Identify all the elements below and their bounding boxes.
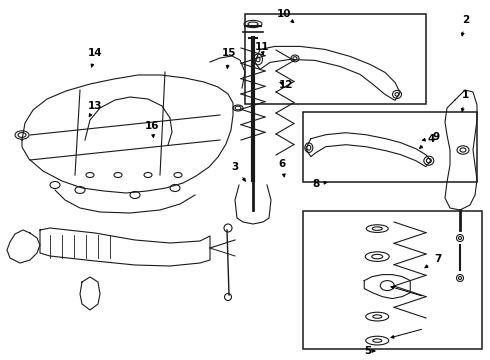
- Text: 4: 4: [427, 134, 435, 144]
- Text: 11: 11: [255, 42, 270, 52]
- Text: 5: 5: [364, 346, 371, 356]
- Text: 15: 15: [222, 48, 237, 58]
- Text: 9: 9: [433, 132, 440, 142]
- Text: 2: 2: [462, 15, 469, 25]
- Bar: [303, 112, 477, 182]
- Bar: [303, 211, 482, 349]
- Text: 6: 6: [278, 159, 285, 169]
- Text: 14: 14: [88, 48, 103, 58]
- Text: 3: 3: [232, 162, 239, 172]
- Text: 7: 7: [434, 254, 441, 264]
- Bar: [245, 14, 426, 104]
- Text: 16: 16: [145, 121, 159, 131]
- Text: 13: 13: [88, 101, 103, 111]
- Text: 12: 12: [278, 80, 293, 90]
- Text: 10: 10: [277, 9, 292, 19]
- Text: 8: 8: [313, 179, 319, 189]
- Text: 1: 1: [462, 90, 469, 100]
